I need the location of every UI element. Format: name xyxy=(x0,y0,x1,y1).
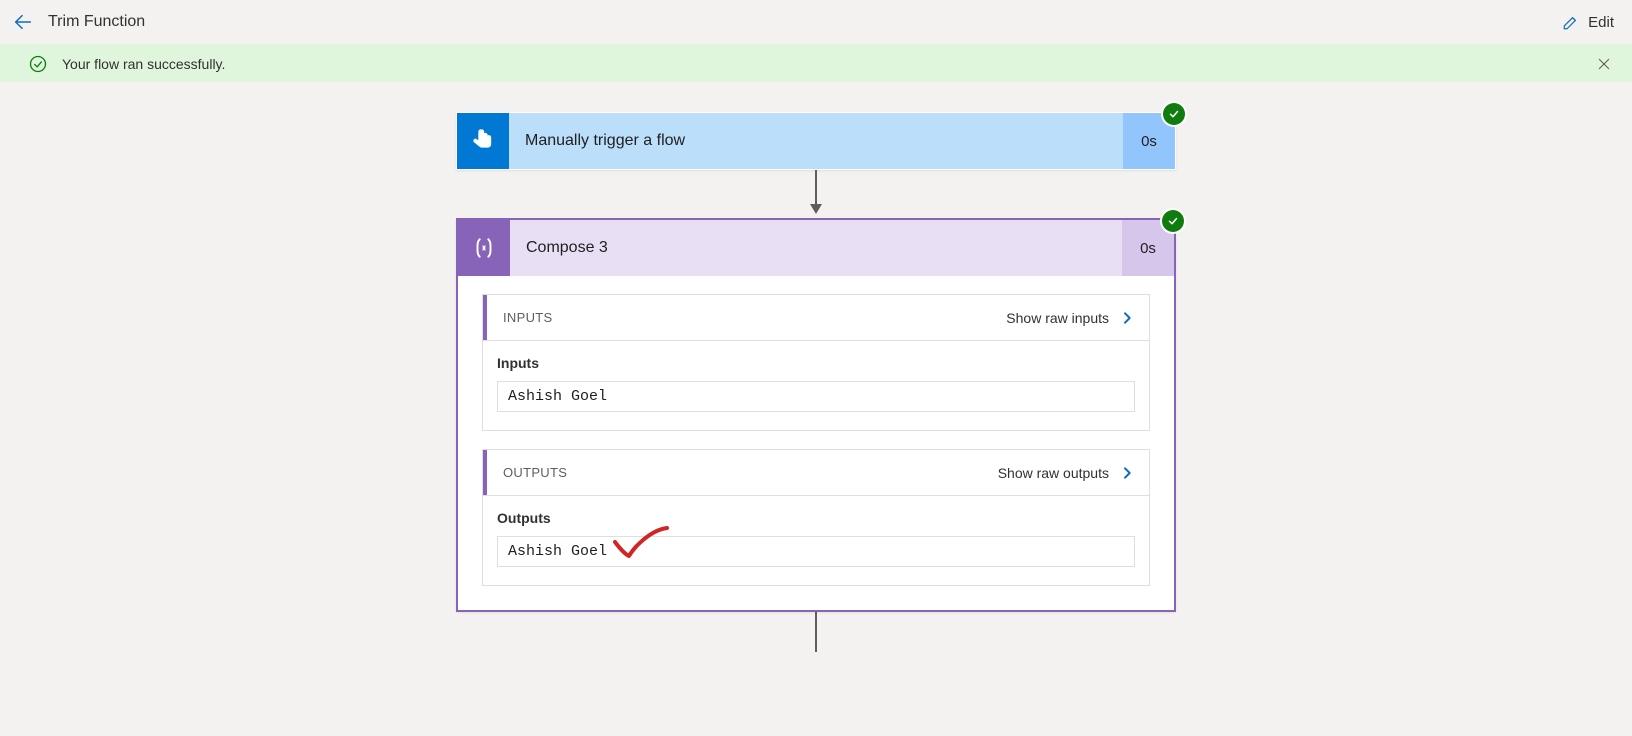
outputs-section-label: OUTPUTS xyxy=(497,465,567,480)
inputs-card-header: INPUTS Show raw inputs xyxy=(483,295,1149,341)
compose-icon xyxy=(458,220,510,276)
chevron-right-icon xyxy=(1119,465,1135,481)
check-circle-icon xyxy=(28,54,48,74)
outputs-card-header: OUTPUTS Show raw outputs xyxy=(483,450,1149,496)
status-badge-success xyxy=(1163,103,1185,125)
connector-arrow xyxy=(456,170,1176,218)
trigger-header: Manually trigger a flow 0s xyxy=(457,113,1175,169)
trigger-title: Manually trigger a flow xyxy=(509,132,1123,150)
flow-canvas-scroll[interactable]: Manually trigger a flow 0s Compose 3 xyxy=(0,82,1632,736)
header-left: Trim Function xyxy=(12,11,145,33)
chevron-right-icon xyxy=(1119,310,1135,326)
page-header: Trim Function Edit xyxy=(0,0,1632,44)
show-raw-outputs-link[interactable]: Show raw outputs xyxy=(998,465,1135,481)
manual-trigger-icon xyxy=(457,113,509,169)
flow-column: Manually trigger a flow 0s Compose 3 xyxy=(456,112,1176,652)
inputs-card: INPUTS Show raw inputs Inputs Ashish Goe… xyxy=(482,294,1150,431)
back-arrow-icon[interactable] xyxy=(12,11,34,33)
compose-title: Compose 3 xyxy=(510,239,1122,257)
outputs-value: Ashish Goel xyxy=(497,536,1135,567)
compose-node[interactable]: Compose 3 0s INPUTS Show raw inputs xyxy=(456,218,1176,612)
outputs-card-body: Outputs Ashish Goel xyxy=(483,496,1149,585)
inputs-value: Ashish Goel xyxy=(497,381,1135,412)
inputs-card-body: Inputs Ashish Goel xyxy=(483,341,1149,430)
pencil-icon xyxy=(1562,13,1580,31)
outputs-field-label: Outputs xyxy=(497,510,1135,526)
connector-arrow xyxy=(456,612,1176,652)
banner-message: Your flow ran successfully. xyxy=(62,56,225,72)
banner-left: Your flow ran successfully. xyxy=(28,54,225,74)
status-badge-success xyxy=(1162,210,1184,232)
flow-canvas: Manually trigger a flow 0s Compose 3 xyxy=(0,82,1632,736)
edit-label: Edit xyxy=(1588,14,1614,31)
show-raw-outputs-label: Show raw outputs xyxy=(998,465,1109,481)
show-raw-inputs-link[interactable]: Show raw inputs xyxy=(1006,310,1135,326)
compose-header: Compose 3 0s xyxy=(458,220,1174,276)
show-raw-inputs-label: Show raw inputs xyxy=(1006,310,1109,326)
success-banner: Your flow ran successfully. xyxy=(0,44,1632,82)
outputs-card: OUTPUTS Show raw outputs Outputs Ashish … xyxy=(482,449,1150,586)
inputs-section-label: INPUTS xyxy=(497,310,552,325)
page-title: Trim Function xyxy=(48,13,145,31)
trigger-node[interactable]: Manually trigger a flow 0s xyxy=(456,112,1176,170)
inputs-field-label: Inputs xyxy=(497,355,1135,371)
close-icon[interactable] xyxy=(1596,56,1612,72)
edit-button[interactable]: Edit xyxy=(1562,13,1614,31)
compose-body: INPUTS Show raw inputs Inputs Ashish Goe… xyxy=(458,276,1174,610)
